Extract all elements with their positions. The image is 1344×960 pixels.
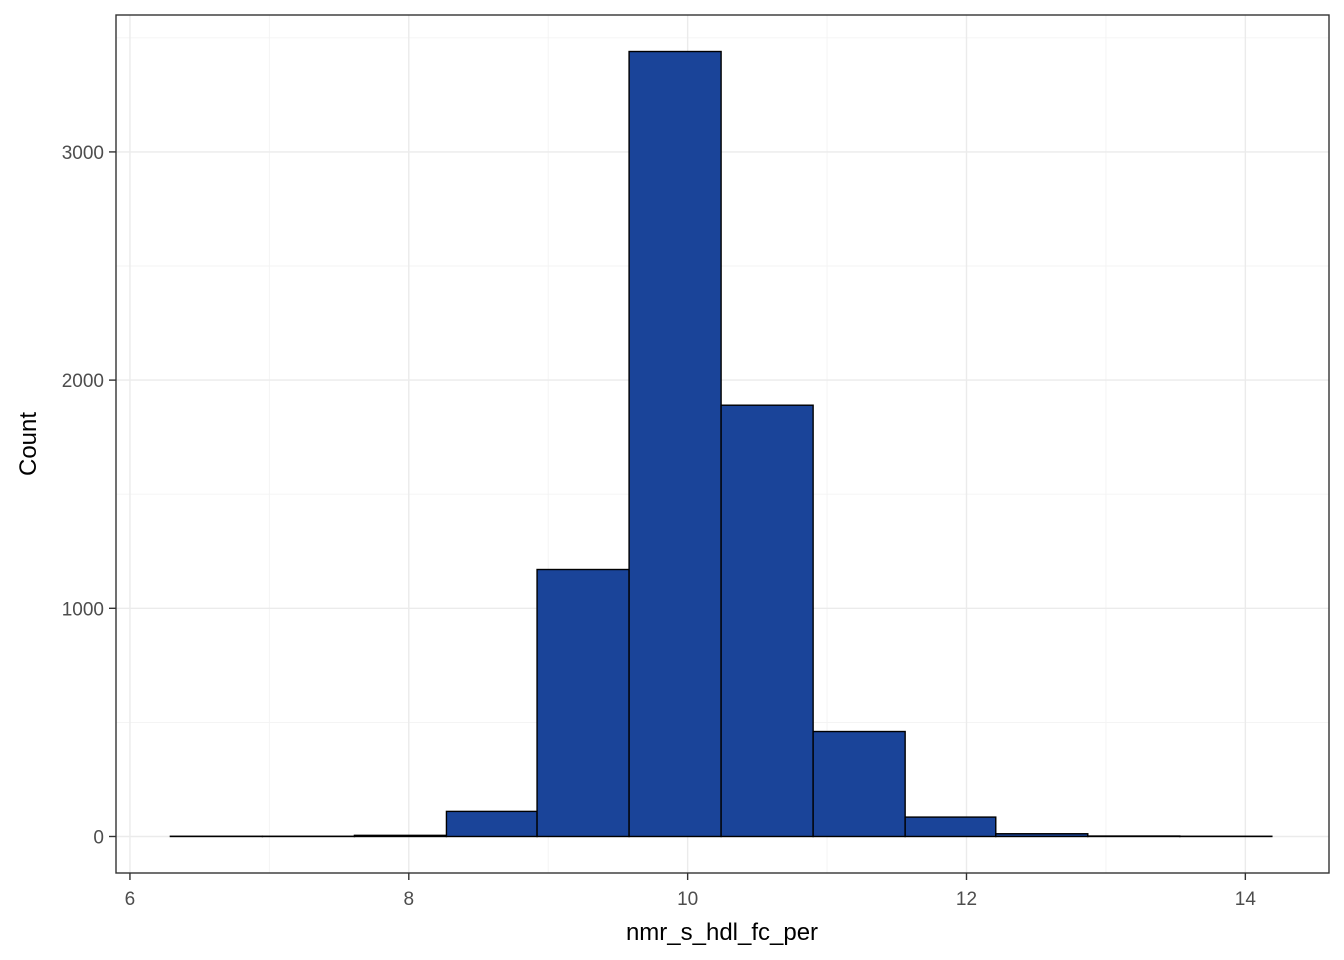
histogram-bar [720, 404, 814, 838]
x-tick-label: 6 [125, 889, 136, 910]
x-tick-label: 10 [677, 889, 698, 910]
y-tick-label: 0 [93, 827, 104, 848]
histogram-bar [628, 50, 722, 838]
x-axis-title: nmr_s_hdl_fc_per [626, 919, 818, 946]
histogram-bar [353, 834, 448, 838]
histogram-bars [169, 50, 1273, 838]
x-tick-label: 14 [1235, 889, 1257, 910]
y-tick-label: 3000 [62, 143, 104, 164]
y-tick-label: 1000 [62, 599, 104, 620]
histogram-bar [445, 810, 538, 838]
panel-border [115, 14, 1330, 874]
y-tick-label: 2000 [62, 371, 104, 392]
histogram-bar [904, 816, 997, 838]
histogram-bar [536, 568, 630, 838]
histogram-bar [995, 833, 1089, 838]
histogram-bar [812, 730, 906, 838]
x-tick-label: 12 [956, 889, 977, 910]
x-axis-ticks: 6 8 10 12 14 [125, 873, 1257, 910]
x-tick-label: 8 [404, 889, 415, 910]
y-axis-title: Count [15, 412, 42, 476]
y-axis-ticks: 0 1000 2000 3000 [62, 143, 116, 848]
